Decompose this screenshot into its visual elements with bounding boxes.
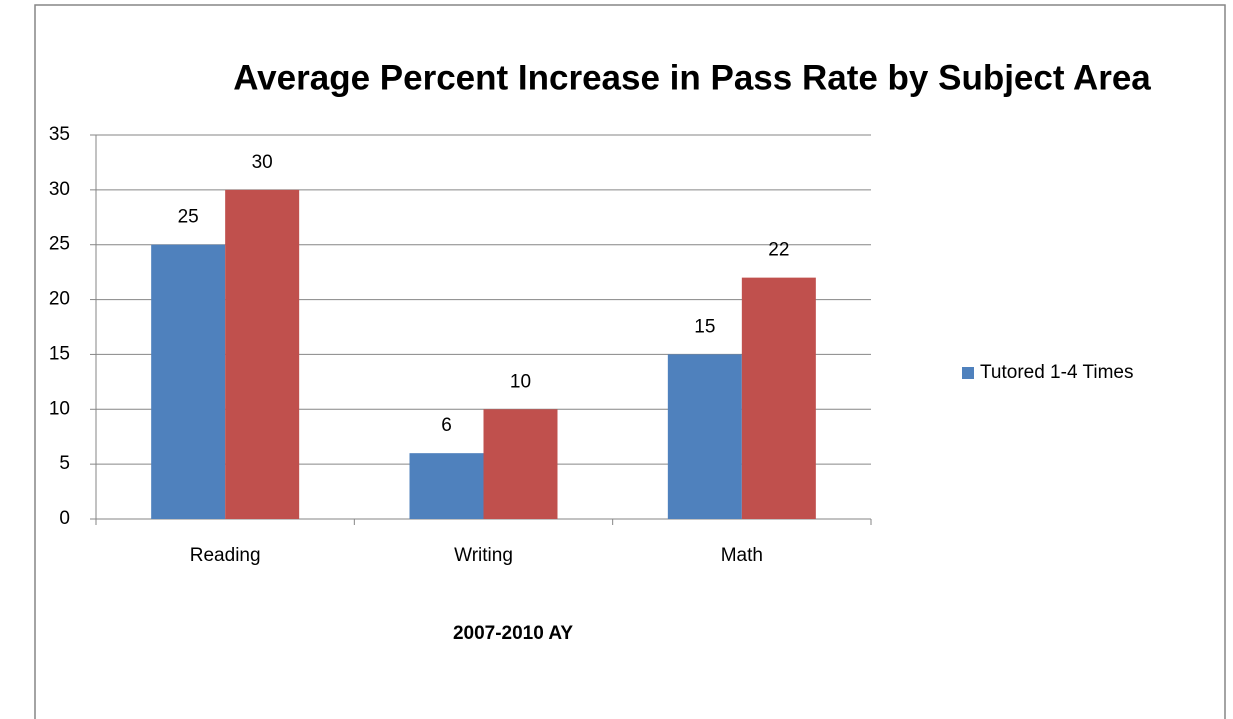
y-tick-label: 35 [49,124,70,145]
y-tick-label: 5 [59,453,70,474]
y-tick-label: 30 [49,179,70,200]
legend-label: Tutored 1-4 Times [980,362,1133,383]
data-label: 10 [510,371,531,392]
y-tick-label: 15 [49,343,70,364]
bar [483,409,558,519]
data-label: 30 [252,152,273,173]
y-tick-label: 0 [59,508,70,529]
data-label: 25 [178,207,199,228]
bar [409,453,484,519]
data-label: 6 [441,415,452,436]
bar [225,189,300,519]
chart-title: Average Percent Increase in Pass Rate by… [233,58,1151,97]
bar [151,244,226,519]
data-label: 22 [768,240,789,261]
y-tick-label: 25 [49,234,70,255]
x-axis-label: 2007-2010 AY [453,623,573,644]
data-label: 15 [694,316,715,337]
y-tick-label: 20 [49,289,70,310]
y-tick-label: 10 [49,398,70,419]
chart-border [34,4,1226,719]
x-tick-label: Writing [454,545,513,566]
bar [667,354,742,519]
x-tick-label: Reading [190,545,261,566]
legend-swatch [962,367,974,379]
x-tick-label: Math [721,545,763,566]
bar [741,277,816,519]
